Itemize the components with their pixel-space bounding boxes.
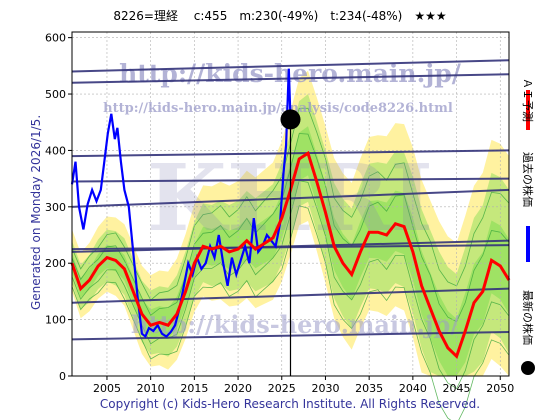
x-tick-label-2010: 2010: [137, 382, 165, 395]
x-tick-label-2035: 2035: [355, 382, 383, 395]
y-tick-label-400: 400: [45, 144, 66, 157]
trend-line-2: [71, 73, 510, 84]
x-tick-label-2045: 2045: [443, 382, 471, 395]
y-tick-label-600: 600: [45, 32, 66, 45]
y-tick-label-500: 500: [45, 88, 66, 101]
plot-frame: [71, 31, 510, 377]
x-tick-label-2040: 2040: [399, 382, 427, 395]
series: [70, 68, 511, 376]
y-tick-label-300: 300: [45, 201, 66, 214]
legend-latest-price-marker: [521, 361, 535, 375]
band-inner: [72, 126, 509, 376]
x-tick-label-2025: 2025: [268, 382, 296, 395]
legend-ai-forecast-label: ＡＩ予測: [521, 78, 535, 122]
x-tick-label-2015: 2015: [180, 382, 208, 395]
generated-text: Generated on Monday 2026/1/5.: [29, 115, 43, 310]
y-tick-label-100: 100: [45, 314, 66, 327]
x-tick-label-2050: 2050: [486, 382, 514, 395]
legend-latest-price-label: 最新の株価: [521, 290, 535, 345]
latest-price-marker: [280, 109, 301, 130]
copyright-text: Copyright (c) Kids-Hero Research Institu…: [100, 397, 480, 411]
y-tick-label-0: 0: [59, 370, 66, 383]
chart-header: 8226=理経 c:455 m:230(-49%) t:234(-48%) ★★…: [113, 9, 446, 23]
x-tick-label-2030: 2030: [311, 382, 339, 395]
legend-past-price-label: 過去の株価: [521, 152, 535, 207]
x-tick-label-2005: 2005: [93, 382, 121, 395]
axes: 0 100 200 300 400 500 600 2005 2010 2015 2020 2025 2…: [45, 31, 514, 395]
x-tick-label-2020: 2020: [224, 382, 252, 395]
y-tick-label-200: 200: [45, 257, 66, 270]
trend-line-1: [71, 59, 510, 73]
watermark-url-small: http://kids-hero.main.jp/analysis/code82…: [103, 101, 453, 116]
legend: ＡＩ予測 過去の株価 最新の株価: [521, 78, 535, 375]
